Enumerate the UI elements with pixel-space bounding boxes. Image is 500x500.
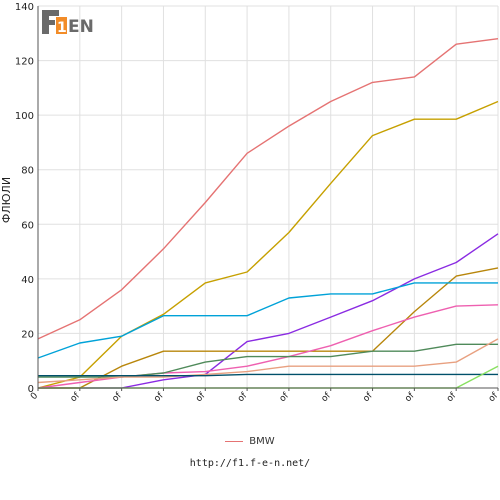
x-tick-label: of <box>278 390 292 404</box>
x-tick-label: of <box>69 390 83 404</box>
series-line-9 <box>38 373 498 377</box>
x-tick-label: of <box>445 390 459 404</box>
footer-url[interactable]: http://f1.f-e-n.net/ <box>189 458 311 469</box>
series-line-8 <box>37 338 499 384</box>
y-tick-label: 100 <box>15 111 34 122</box>
y-tick-label: 140 <box>15 2 34 13</box>
y-tick-label: 120 <box>15 57 34 68</box>
chart-axes: 0 20 40 60 80 100 120 140 0 of of of of of of of of of of o… <box>15 2 500 404</box>
y-tick-label: 60 <box>21 220 34 231</box>
series-line-1 <box>37 38 499 340</box>
x-tick-label: 0 <box>29 391 40 402</box>
chart-grid <box>37 5 499 389</box>
series-line-2 <box>37 100 499 389</box>
f1en-logo-icon: 1 EN <box>42 10 94 37</box>
legend-swatch <box>225 441 244 442</box>
y-tick-label: 40 <box>21 275 34 286</box>
series-line-4 <box>38 267 499 389</box>
svg-text:EN: EN <box>68 17 94 36</box>
x-tick-label: of <box>236 390 250 404</box>
series-line-5 <box>37 282 498 359</box>
y-tick-label: 0 <box>28 384 34 395</box>
svg-text:1: 1 <box>57 20 67 36</box>
x-tick-label: of <box>111 390 125 404</box>
x-tick-label: of <box>194 390 208 404</box>
x-tick-label: of <box>361 390 375 404</box>
x-tick-label: of <box>152 390 166 404</box>
x-tick-label: of <box>320 390 334 404</box>
chart-series <box>37 38 499 389</box>
y-tick-label: 20 <box>21 329 34 340</box>
y-axis-label: ФЛЮЛИ <box>0 177 13 223</box>
legend: BMW <box>0 436 500 447</box>
x-tick-label: of <box>487 390 500 404</box>
f1en-logo: 1 EN <box>42 8 100 37</box>
legend-label: BMW <box>249 436 275 447</box>
y-tick-label: 80 <box>21 166 34 177</box>
x-tick-label: of <box>403 390 417 404</box>
